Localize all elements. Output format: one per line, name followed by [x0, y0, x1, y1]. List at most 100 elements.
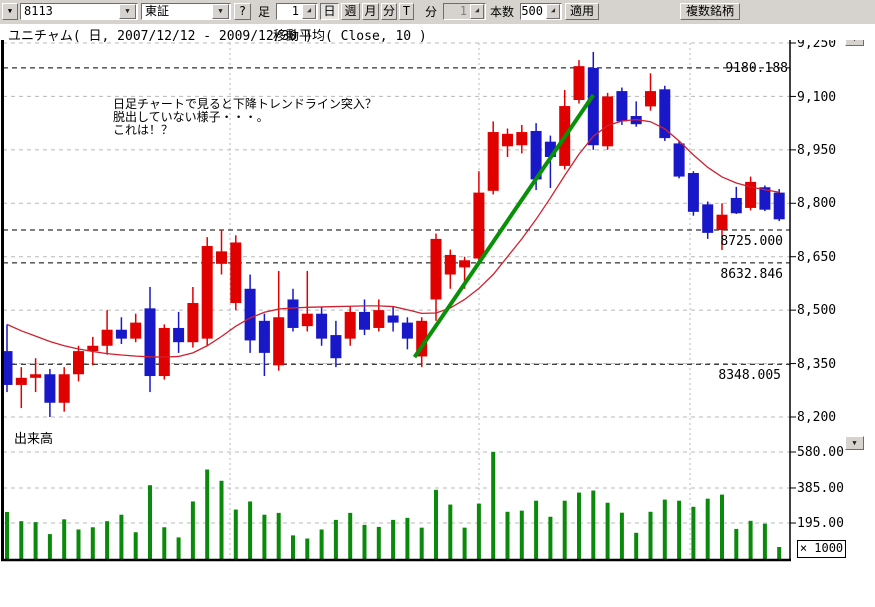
- level-label: 8348.005: [718, 368, 781, 383]
- volume-bar: [619, 512, 624, 559]
- candle-body: [530, 130, 542, 180]
- candle-body: [673, 143, 685, 177]
- candle-body: [115, 329, 127, 339]
- ashi-label: 足: [258, 5, 271, 19]
- candle-body: [230, 242, 242, 304]
- volume-tick-label: 195.00: [797, 516, 844, 531]
- candle-body: [616, 91, 628, 122]
- volume-bar: [762, 523, 767, 559]
- candle-body: [645, 91, 656, 107]
- multi-symbol-button[interactable]: 複数銘柄: [680, 3, 740, 20]
- volume-bar: [720, 494, 724, 559]
- candle-body: [516, 132, 528, 146]
- candle-body: [702, 204, 714, 233]
- price-tick-label: 9,100: [797, 90, 837, 105]
- spinner-icon[interactable]: ◢: [546, 4, 560, 19]
- candle-body: [73, 351, 84, 375]
- candle-body: [201, 246, 213, 339]
- volume-bar: [319, 529, 324, 559]
- spinner-icon[interactable]: ◢: [302, 4, 316, 19]
- volume-bar: [19, 521, 24, 559]
- volume-bar: [519, 510, 524, 559]
- volume-bar: [534, 500, 539, 559]
- candle-body: [502, 133, 513, 147]
- candle-body: [444, 254, 456, 275]
- volume-bar: [62, 519, 67, 559]
- period-weekly-button[interactable]: 週: [341, 3, 360, 20]
- annotation-line: 日足チャートで見ると下降トレンドライン突入？: [113, 97, 377, 111]
- volume-bar: [434, 489, 438, 559]
- volume-bar: [505, 511, 510, 559]
- volume-bar: [476, 503, 481, 559]
- ashi-interval-spinner[interactable]: 1 ◢: [276, 3, 318, 20]
- candle-body: [287, 299, 299, 328]
- price-tick-label: 8,800: [797, 196, 837, 211]
- volume-bar: [777, 547, 782, 559]
- symbol-combobox[interactable]: 8113 ▼: [20, 3, 138, 20]
- volume-bar: [362, 524, 367, 559]
- volume-bar: [548, 516, 553, 559]
- volume-bar: [562, 500, 567, 559]
- volume-bar: [462, 527, 467, 559]
- moving-average-label: 移動平均( Close, 10 ): [273, 29, 427, 44]
- period-tick-button[interactable]: T: [399, 3, 414, 20]
- volume-bar: [90, 527, 95, 559]
- volume-bar: [648, 511, 653, 559]
- volume-bar: [276, 512, 281, 559]
- candle-body: [487, 132, 499, 191]
- ma-line: [6, 118, 780, 358]
- candle-body: [101, 329, 113, 346]
- level-label: 9180.188: [725, 61, 788, 76]
- volume-bar: [105, 521, 110, 559]
- minute-value: 1: [459, 4, 467, 18]
- volume-bar: [734, 528, 739, 559]
- volume-bar: [119, 514, 124, 559]
- help-button[interactable]: ?: [234, 3, 251, 20]
- volume-bar: [162, 527, 167, 559]
- volume-bar: [419, 527, 424, 559]
- ashi-interval-value: 1: [291, 4, 299, 18]
- candle-body: [430, 238, 442, 300]
- candle-body: [716, 214, 728, 230]
- volume-unit-box: × 1000: [797, 540, 846, 558]
- toolbar: ▼ 8113 ▼ 東証 ▼ ? 足 1 ◢ 日 週 月 分 T 分 1 ◢ 本数…: [0, 0, 875, 24]
- volume-bar: [376, 526, 381, 559]
- period-monthly-button[interactable]: 月: [362, 3, 379, 20]
- volume-bar: [577, 492, 581, 559]
- price-tick-label: 8,200: [797, 410, 837, 425]
- volume-panel-label: 出来高: [14, 432, 54, 447]
- exchange-combobox[interactable]: 東証 ▼: [141, 3, 231, 20]
- chevron-down-icon: ▼: [7, 7, 13, 15]
- volume-bar: [248, 501, 253, 559]
- candle-body: [416, 320, 428, 357]
- candle-body: [473, 192, 485, 259]
- volume-bar: [176, 537, 181, 559]
- candle-body: [387, 315, 399, 323]
- volume-bar: [691, 506, 696, 559]
- volume-bar: [591, 490, 596, 559]
- volume-bar: [76, 529, 81, 559]
- volume-bar: [190, 501, 195, 559]
- volume-bar: [5, 511, 9, 559]
- symbol-value: 8113: [24, 4, 53, 18]
- volume-bar: [605, 502, 610, 559]
- apply-button[interactable]: 適用: [565, 3, 599, 20]
- bars-spinner[interactable]: 500 ◢: [520, 3, 562, 20]
- candle-body: [216, 251, 227, 264]
- period-daily-button[interactable]: 日: [320, 3, 339, 20]
- candle-body: [158, 327, 170, 377]
- volume-bar: [705, 498, 710, 559]
- annotation-line: 脱出していない様子・・・。: [113, 110, 269, 124]
- level-label: 8632.846: [720, 267, 783, 282]
- period-minute-button[interactable]: 分: [381, 3, 397, 20]
- chevron-down-icon[interactable]: ▼: [119, 4, 136, 19]
- volume-scale-scroll-button[interactable]: ▼: [845, 436, 864, 450]
- candle-body: [1, 351, 13, 385]
- candle-body: [44, 374, 56, 403]
- symbol-history-dropdown-button[interactable]: ▼: [2, 3, 18, 20]
- volume-bar: [291, 535, 295, 559]
- chevron-down-icon[interactable]: ▼: [212, 4, 229, 19]
- candle-body: [30, 374, 42, 378]
- candle-body: [15, 377, 27, 385]
- candle-body: [173, 327, 185, 343]
